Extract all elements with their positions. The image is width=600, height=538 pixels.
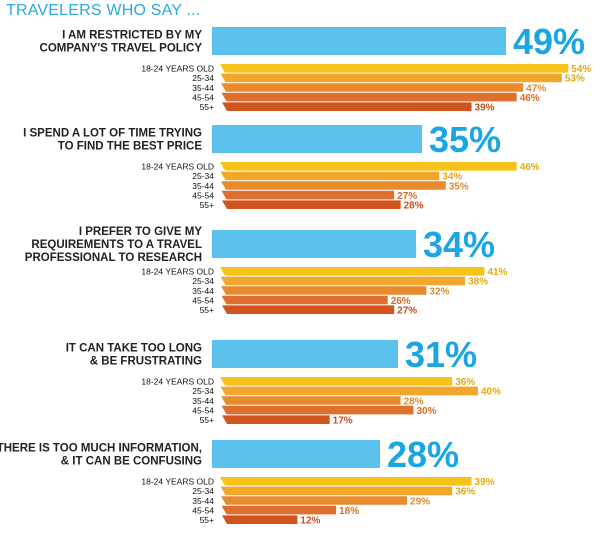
age-value-label: 18% — [339, 506, 359, 517]
age-bar — [220, 73, 562, 83]
age-bar — [221, 286, 427, 295]
statement-label: REQUIREMENTS TO A TRAVEL — [31, 239, 202, 251]
age-group-label: 55+ — [200, 415, 214, 425]
age-group-label: 45-54 — [192, 92, 214, 102]
age-value-label: 26% — [391, 296, 411, 307]
age-bar — [222, 305, 395, 314]
age-group-label: 35-44 — [192, 286, 214, 296]
age-group-label: 35-44 — [192, 83, 214, 93]
age-bar — [221, 295, 388, 305]
age-group-label: 25-34 — [192, 386, 214, 396]
age-value-label: 40% — [481, 387, 501, 398]
age-bar — [222, 415, 330, 424]
age-group-label: 18-24 YEARS OLD — [141, 377, 214, 387]
statement-label: I PREFER TO GIVE MY — [79, 226, 202, 238]
age-bar — [221, 83, 524, 92]
age-bar — [220, 276, 466, 286]
age-bar — [220, 64, 569, 73]
age-group-label: 25-34 — [192, 73, 214, 83]
age-group-label: 45-54 — [192, 505, 214, 515]
age-value-label: 34% — [442, 172, 462, 183]
age-bar — [221, 405, 414, 415]
overall-value-label: 34% — [423, 224, 495, 265]
chart-title: TRAVELERS WHO SAY ... — [6, 2, 201, 19]
age-group-label: 18-24 YEARS OLD — [141, 267, 214, 277]
age-bar — [220, 386, 478, 396]
age-group-label: 25-34 — [192, 486, 214, 496]
age-value-label: 36% — [455, 487, 475, 498]
overall-bar — [212, 340, 398, 368]
age-bar — [220, 477, 472, 486]
age-value-label: 30% — [417, 406, 437, 417]
overall-value-label: 31% — [405, 334, 477, 375]
age-value-label: 53% — [565, 74, 585, 85]
statement-label: THERE IS TOO MUCH INFORMATION, — [0, 443, 202, 455]
overall-value-label: 28% — [387, 434, 459, 475]
age-value-label: 35% — [449, 181, 469, 192]
age-bar — [221, 496, 408, 505]
age-value-label: 46% — [520, 93, 540, 104]
age-bar — [220, 162, 517, 171]
overall-value-label: 35% — [429, 119, 501, 160]
age-group-label: 45-54 — [192, 405, 214, 415]
statement-label: & BE FRUSTRATING — [90, 356, 202, 368]
statement-label: & IT CAN BE CONFUSING — [61, 456, 202, 468]
age-value-label: 36% — [455, 377, 475, 388]
overall-bar — [212, 440, 380, 468]
age-group-label: 55+ — [200, 200, 214, 210]
age-value-label: 27% — [397, 191, 417, 202]
statement-label: I AM RESTRICTED BY MY — [62, 30, 202, 42]
age-bar — [221, 396, 401, 405]
age-bar — [220, 171, 440, 181]
age-group-label: 25-34 — [192, 276, 214, 286]
age-value-label: 39% — [475, 103, 495, 114]
overall-value-label: 49% — [513, 21, 585, 62]
age-value-label: 28% — [404, 201, 424, 212]
age-group-label: 18-24 YEARS OLD — [141, 64, 214, 74]
age-value-label: 17% — [333, 416, 353, 427]
age-group-label: 55+ — [200, 515, 214, 525]
statement-label: COMPANY'S TRAVEL POLICY — [40, 43, 203, 55]
age-value-label: 39% — [475, 477, 495, 488]
age-bar — [222, 515, 298, 524]
age-group-label: 55+ — [200, 305, 214, 315]
age-value-label: 29% — [410, 496, 430, 507]
age-bar — [222, 200, 401, 209]
age-group-label: 18-24 YEARS OLD — [141, 162, 214, 172]
age-value-label: 54% — [571, 64, 591, 75]
age-group-label: 18-24 YEARS OLD — [141, 477, 214, 487]
age-bar — [221, 92, 517, 102]
age-value-label: 41% — [487, 267, 507, 278]
statement-label: IT CAN TAKE TOO LONG — [66, 343, 202, 355]
age-value-label: 46% — [520, 162, 540, 173]
age-group-label: 45-54 — [192, 295, 214, 305]
age-bar — [221, 505, 337, 515]
overall-bar — [212, 125, 422, 153]
age-group-label: 45-54 — [192, 190, 214, 200]
overall-bar — [212, 230, 416, 258]
age-group-label: 35-44 — [192, 496, 214, 506]
age-value-label: 27% — [397, 306, 417, 317]
age-bar — [221, 190, 395, 200]
age-group-label: 25-34 — [192, 171, 214, 181]
age-bar — [220, 377, 453, 386]
age-value-label: 32% — [429, 286, 449, 297]
age-value-label: 47% — [526, 83, 546, 94]
age-group-label: 35-44 — [192, 396, 214, 406]
age-bar — [220, 267, 485, 276]
overall-bar — [212, 27, 506, 55]
age-bar — [221, 181, 446, 190]
age-bar — [222, 102, 472, 111]
age-value-label: 28% — [404, 396, 424, 407]
age-group-label: 35-44 — [192, 181, 214, 191]
age-value-label: 12% — [300, 516, 320, 527]
age-group-label: 55+ — [200, 102, 214, 112]
statement-label: I SPEND A LOT OF TIME TRYING — [23, 128, 202, 140]
age-value-label: 38% — [468, 277, 488, 288]
age-bar — [220, 486, 453, 496]
statement-label: PROFESSIONAL TO RESEARCH — [25, 252, 202, 264]
statement-label: TO FIND THE BEST PRICE — [58, 141, 203, 153]
